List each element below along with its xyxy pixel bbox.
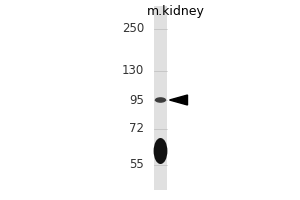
Text: 72: 72 xyxy=(129,122,144,136)
Ellipse shape xyxy=(155,97,166,103)
Text: 250: 250 xyxy=(122,22,144,36)
Ellipse shape xyxy=(154,138,167,164)
Text: 130: 130 xyxy=(122,64,144,77)
Text: m.kidney: m.kidney xyxy=(147,5,204,18)
Text: 55: 55 xyxy=(129,158,144,171)
Bar xyxy=(154,6,167,190)
Text: 95: 95 xyxy=(129,94,144,106)
Polygon shape xyxy=(169,95,188,105)
Bar xyxy=(157,6,165,190)
